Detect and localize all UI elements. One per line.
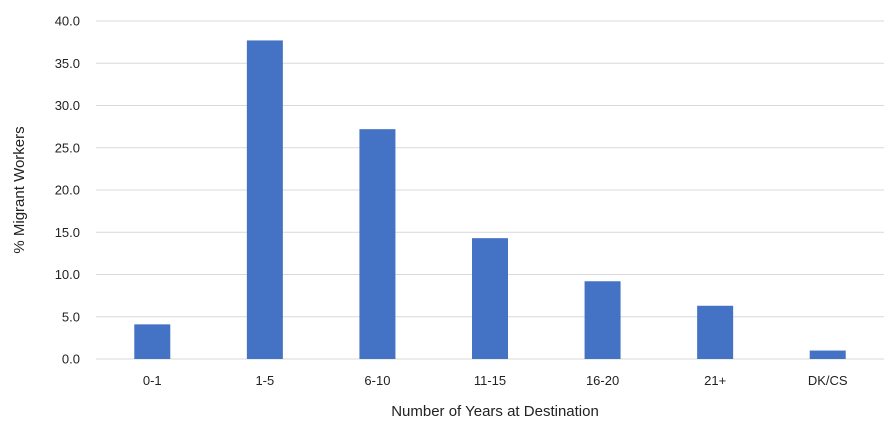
y-tick-label: 25.0 [55, 140, 80, 155]
x-tick-label: 0-1 [143, 373, 162, 388]
bar-16-20 [584, 281, 621, 359]
bars [134, 40, 846, 360]
bar-1-5 [246, 40, 283, 360]
x-tick-label: 11-15 [474, 373, 506, 388]
y-tick-label: 0.0 [62, 352, 80, 367]
bar-0-1 [134, 324, 171, 359]
y-tick-label: 10.0 [55, 267, 80, 282]
y-tick-label: 40.0 [55, 14, 80, 29]
bar-dk-cs [809, 350, 846, 359]
y-tick-label: 5.0 [62, 309, 80, 324]
x-axis-title: Number of Years at Destination [391, 403, 599, 420]
x-tick-label: 16-20 [586, 373, 619, 388]
x-tick-label: 1-5 [255, 373, 274, 388]
gridlines [96, 20, 884, 360]
x-axis-ticks: 0-1 1-5 6-10 11-15 16-20 21+ DK/CS [143, 373, 848, 388]
y-tick-label: 35.0 [55, 56, 80, 71]
x-tick-label: DK/CS [808, 373, 848, 388]
bar-11-15 [472, 238, 508, 359]
y-tick-label: 20.0 [55, 183, 80, 198]
bar-6-10 [359, 129, 396, 359]
y-tick-label: 30.0 [55, 98, 80, 113]
x-tick-label: 6-10 [364, 373, 390, 388]
y-tick-label: 15.0 [55, 225, 80, 240]
bar-21- [697, 305, 734, 359]
y-axis-ticks: 0.0 5.0 10.0 15.0 20.0 25.0 30.0 35.0 40.0 [55, 14, 80, 367]
x-tick-label: 21+ [704, 373, 726, 388]
y-axis-title: % Migrant Workers [11, 126, 28, 253]
